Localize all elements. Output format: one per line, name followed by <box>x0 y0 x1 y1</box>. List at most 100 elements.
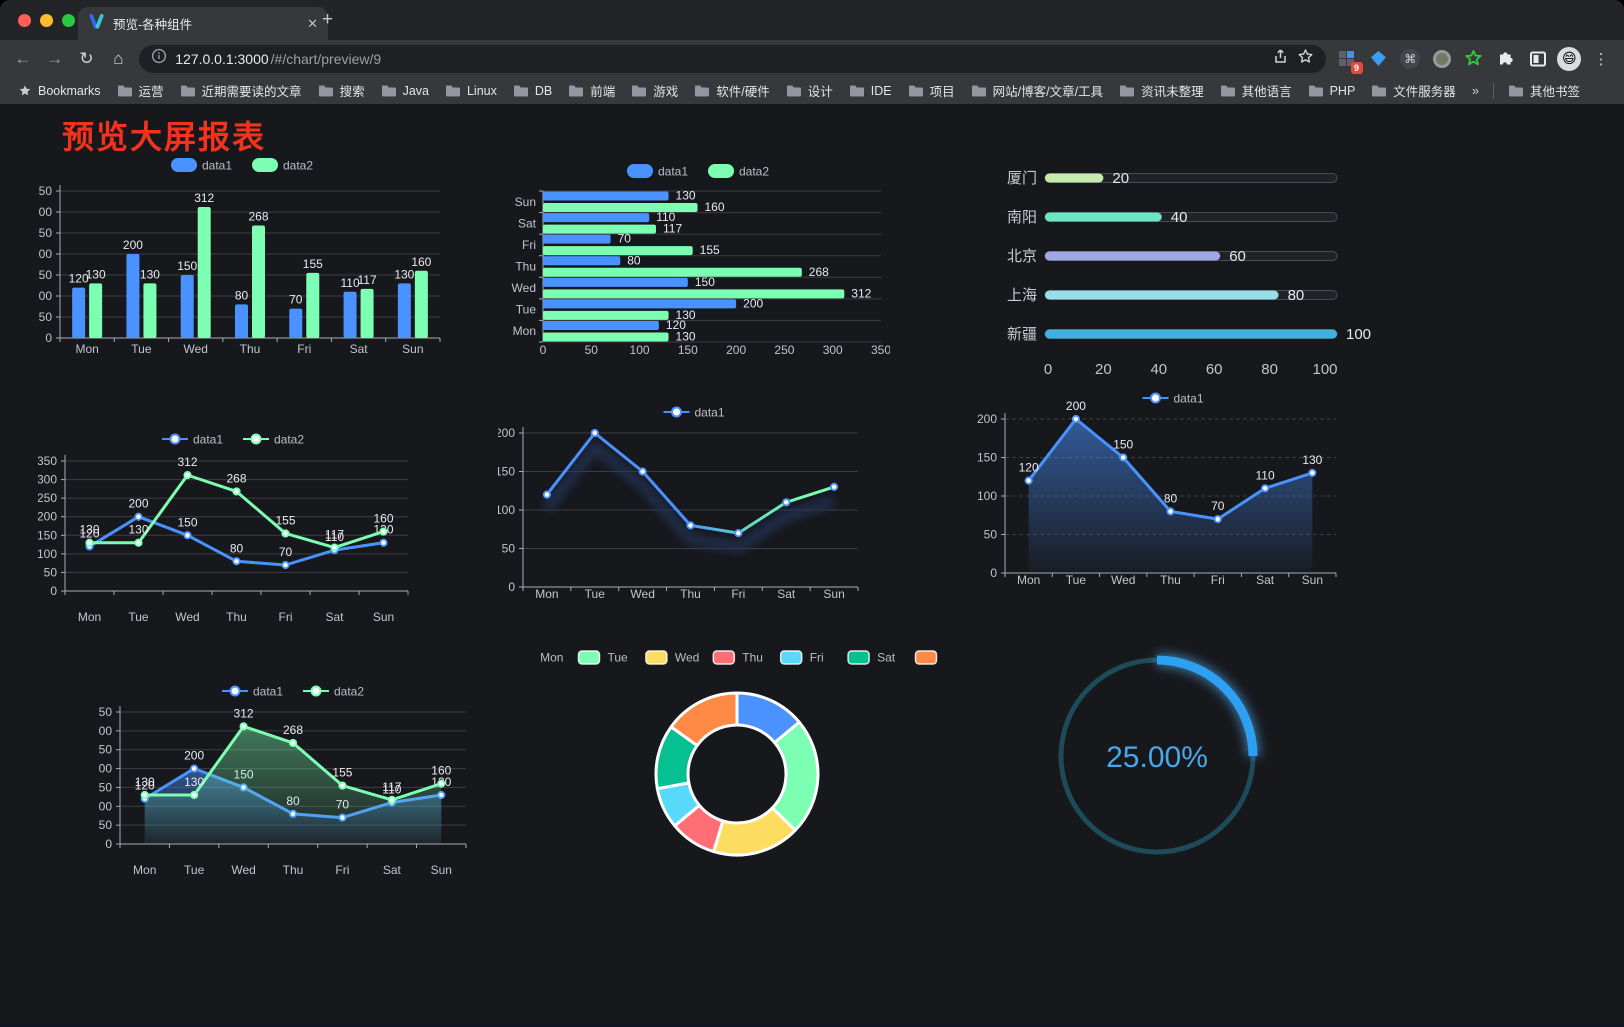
browser-toolbar: ← → ↻ ⌂ 127.0.0.1:3000 /#/chart/preview/… <box>0 40 1624 77</box>
svg-text:Fri: Fri <box>522 238 536 252</box>
url-host: 127.0.0.1:3000 <box>175 50 269 67</box>
extension-proxy-icon[interactable]: 9 <box>1332 44 1363 74</box>
svg-text:Wed: Wed <box>630 587 654 601</box>
home-icon[interactable]: ⌂ <box>113 48 124 68</box>
svg-text:268: 268 <box>248 209 268 223</box>
svg-text:Thu: Thu <box>742 651 763 665</box>
bookmark-folder-item[interactable]: 前端 <box>560 80 623 102</box>
other-bookmarks-item[interactable]: 其他书签 <box>1500 80 1588 102</box>
svg-text:0: 0 <box>50 584 57 598</box>
bookmark-folder-item[interactable]: Java <box>373 80 437 102</box>
tab-close-icon[interactable]: ✕ <box>307 15 318 31</box>
svg-text:上海: 上海 <box>1007 287 1037 304</box>
minimize-window-button[interactable] <box>40 14 53 27</box>
svg-text:80: 80 <box>1164 491 1178 505</box>
extension-gem-icon[interactable] <box>1364 44 1394 74</box>
svg-text:Wed: Wed <box>1111 573 1135 587</box>
svg-text:Wed: Wed <box>675 651 699 665</box>
svg-text:Thu: Thu <box>515 260 536 274</box>
bookmark-folder-item[interactable]: 网站/博客/文章/工具 <box>963 80 1111 102</box>
bookmark-folder-item[interactable]: 文件服务器 <box>1363 80 1464 102</box>
svg-text:268: 268 <box>809 265 829 279</box>
close-window-button[interactable] <box>18 14 31 27</box>
address-bar[interactable]: 127.0.0.1:3000 /#/chart/preview/9 <box>139 44 1326 73</box>
forward-icon[interactable]: → <box>46 48 64 68</box>
svg-text:Mon: Mon <box>133 863 156 877</box>
svg-text:Thu: Thu <box>226 610 247 624</box>
bookmark-folder-label: 网站/博客/文章/工具 <box>992 85 1104 99</box>
svg-text:160: 160 <box>373 512 393 526</box>
window-controls[interactable] <box>18 14 75 27</box>
bookmark-folder-item[interactable]: 近期需要读的文章 <box>172 80 310 102</box>
svg-text:南阳: 南阳 <box>1007 209 1037 226</box>
zoom-window-button[interactable] <box>62 14 75 27</box>
svg-text:155: 155 <box>275 513 295 527</box>
bookmark-folder-item[interactable]: Linux <box>437 80 505 102</box>
url-path: /#/chart/preview/9 <box>270 50 382 67</box>
svg-text:80: 80 <box>235 288 249 302</box>
svg-text:150: 150 <box>98 780 112 794</box>
bookmark-folder-label: 搜索 <box>339 85 365 99</box>
svg-text:Sun: Sun <box>823 587 844 601</box>
bookmark-folder-item[interactable]: 资讯未整理 <box>1111 80 1212 102</box>
svg-text:Sat: Sat <box>518 216 537 230</box>
svg-text:80: 80 <box>1288 287 1305 304</box>
svg-text:120: 120 <box>69 272 89 286</box>
svg-text:70: 70 <box>289 293 303 307</box>
bookmark-star-icon[interactable] <box>1297 48 1314 70</box>
svg-text:Mon: Mon <box>1017 573 1040 587</box>
bookmark-folder-item[interactable]: 项目 <box>900 80 963 102</box>
svg-text:120: 120 <box>666 318 686 332</box>
bookmark-folder-item[interactable]: PHP <box>1300 80 1364 102</box>
bookmark-folder-label: Linux <box>466 83 497 98</box>
svg-text:100: 100 <box>1312 361 1337 378</box>
svg-text:20: 20 <box>1095 361 1112 378</box>
extension-green-star-icon[interactable] <box>1459 44 1489 74</box>
bookmark-folder-item[interactable]: IDE <box>841 80 900 102</box>
svg-text:data2: data2 <box>274 433 304 447</box>
svg-text:160: 160 <box>431 764 451 778</box>
page-content: 预览大屏报表 050100150200250300350Mon120130Tue… <box>0 104 1624 1027</box>
bookmark-folder-item[interactable]: 设计 <box>778 80 841 102</box>
svg-text:100: 100 <box>38 289 52 303</box>
bookmark-folder-item[interactable]: 游戏 <box>623 80 686 102</box>
svg-text:150: 150 <box>38 528 57 542</box>
bookmark-folder-label: Java <box>402 83 429 98</box>
svg-text:Sat: Sat <box>350 342 369 356</box>
svg-text:150: 150 <box>38 268 52 282</box>
side-panel-icon[interactable] <box>1523 44 1553 74</box>
svg-text:Fri: Fri <box>731 587 745 601</box>
profile-avatar[interactable]: 😄 <box>1554 44 1584 74</box>
svg-text:100: 100 <box>98 799 112 813</box>
svg-text:155: 155 <box>303 257 323 271</box>
share-icon[interactable] <box>1272 48 1289 70</box>
svg-text:新疆: 新疆 <box>1007 326 1037 343</box>
svg-text:312: 312 <box>194 191 214 205</box>
reload-icon[interactable]: ↻ <box>79 48 94 68</box>
bookmark-folder-item[interactable]: 软件/硬件 <box>686 80 777 102</box>
bookmarks-overflow-chevron[interactable]: » <box>1471 83 1480 98</box>
extension-command-icon[interactable]: ⌘ <box>1395 44 1425 74</box>
menu-kebab-icon[interactable]: ⋮ <box>1593 50 1609 68</box>
new-tab-button[interactable]: + <box>322 9 334 30</box>
svg-text:100: 100 <box>630 343 650 357</box>
svg-text:data1: data1 <box>658 165 688 179</box>
bookmark-folder-item[interactable]: DB <box>505 80 560 102</box>
extensions-puzzle-icon[interactable] <box>1491 44 1521 74</box>
chart-gauge-progress: 25.00% <box>1040 646 1275 871</box>
svg-text:155: 155 <box>700 243 720 257</box>
svg-text:350: 350 <box>98 705 112 719</box>
extension-recorder-icon[interactable] <box>1427 44 1457 74</box>
chart-progress-bars: 厦门 20 南阳 40 北京 60 上海 80 新疆 100 0 20 40 60 80 100 <box>995 162 1385 392</box>
site-info-icon[interactable] <box>151 48 167 69</box>
back-icon[interactable]: ← <box>14 48 32 68</box>
bookmark-folder-item[interactable]: 搜索 <box>310 80 373 102</box>
bookmark-folder-item[interactable]: 其他语言 <box>1212 80 1300 102</box>
svg-text:70: 70 <box>279 545 293 559</box>
bookmarks-manager-item[interactable]: Bookmarks <box>10 80 109 102</box>
svg-text:Mon: Mon <box>540 651 563 665</box>
svg-text:268: 268 <box>226 471 246 485</box>
svg-text:0: 0 <box>508 580 515 594</box>
browser-tab[interactable]: 预览-各种组件 ✕ <box>78 7 328 40</box>
bookmark-folder-item[interactable]: 运营 <box>109 80 172 102</box>
